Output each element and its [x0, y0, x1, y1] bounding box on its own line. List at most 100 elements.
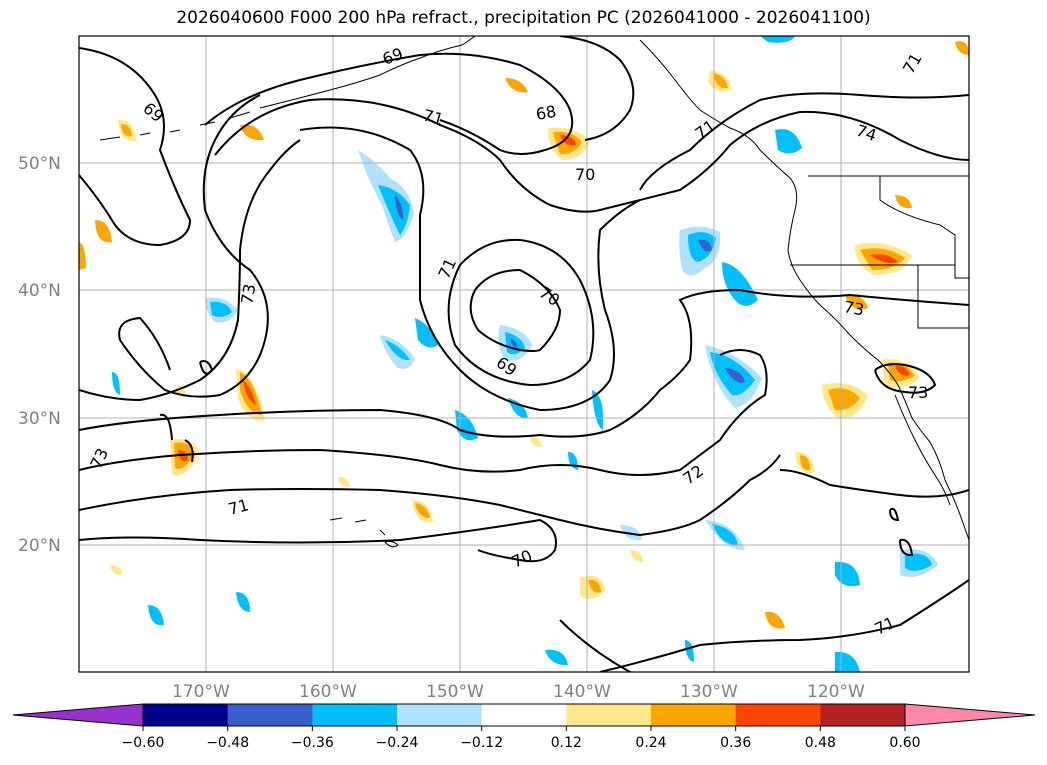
coastline-alaska — [259, 36, 476, 109]
precip-negative-area — [545, 649, 568, 666]
colorbar-tick-label: −0.48 — [206, 735, 249, 751]
colorbar-tick-label: −0.60 — [122, 735, 165, 751]
contour-line — [79, 139, 301, 402]
contour-line — [447, 238, 595, 387]
contour-line — [79, 47, 192, 247]
colorbar-tick-label: 0.12 — [551, 735, 582, 751]
colorbar-extend-max — [904, 703, 1036, 727]
contour-label: 73 — [842, 297, 865, 319]
colorbar-segment — [566, 704, 652, 726]
precip-negative-area — [725, 368, 745, 383]
precip-positive-area — [895, 195, 912, 209]
contour-line — [79, 518, 557, 563]
precip-negative-area — [236, 592, 250, 612]
colorbar-segment — [312, 704, 398, 726]
lon-label: 130°W — [680, 682, 738, 702]
colorbar-tick-label: 0.36 — [720, 735, 751, 751]
precip-negative-area — [620, 525, 642, 541]
contour-label: 73 — [237, 282, 259, 305]
precip-positive-area — [95, 220, 112, 243]
precip-negative-area — [148, 605, 164, 626]
precip-positive-area — [765, 611, 785, 629]
coastline-islands — [329, 517, 399, 548]
colorbar-segment — [651, 704, 737, 726]
contour-line — [79, 454, 781, 537]
contour-line — [204, 52, 574, 155]
contour-line — [159, 413, 194, 463]
lat-label: 20°N — [18, 536, 61, 556]
precip-negative-area — [698, 239, 712, 252]
lat-label: 30°N — [18, 409, 61, 429]
lat-label: 50°N — [18, 154, 61, 174]
contour-line — [874, 363, 937, 394]
contour-line — [299, 126, 641, 412]
contour-line — [118, 94, 269, 398]
contour-label: 70 — [575, 165, 595, 184]
precip-negative-area — [385, 340, 410, 361]
contour-line — [559, 36, 635, 141]
precip-positive-area — [415, 503, 430, 518]
precip-negative-area — [685, 640, 694, 662]
colorbar: −0.60 −0.48 −0.36 −0.24 −0.12 0.12 0.24 0.36 0.4… — [12, 703, 1036, 751]
precip-negative-area — [510, 338, 518, 348]
precip-negative-area — [378, 185, 410, 235]
lon-label: 150°W — [426, 682, 484, 702]
longitude-labels: 170°W 160°W 150°W 140°W 130°W 120°W — [172, 682, 865, 702]
colorbar-segment — [227, 704, 313, 726]
precip-positive-area — [505, 78, 528, 93]
colorbar-tick-label: 0.48 — [805, 735, 836, 751]
precip-positive-area — [845, 294, 868, 310]
precip-positive-area — [530, 437, 542, 448]
precip-positive-area — [630, 550, 643, 562]
lat-label: 40°N — [18, 281, 61, 301]
contour-label: 71 — [226, 495, 251, 519]
lon-label: 120°W — [807, 682, 865, 702]
contour-line — [199, 360, 214, 375]
colorbar-segment — [481, 704, 567, 726]
lon-label: 160°W — [299, 682, 357, 702]
colorbar-tick-label: −0.24 — [376, 735, 419, 751]
colorbar-segment — [735, 704, 821, 726]
precip-positive-area — [800, 455, 810, 471]
refractivity-contours — [79, 36, 969, 672]
colorbar-segment — [820, 704, 906, 726]
precip-positive-area — [828, 388, 860, 411]
coastline-aleutians — [99, 111, 251, 141]
precip-positive-area — [79, 242, 86, 270]
contour-line — [469, 268, 562, 352]
precip-negative-area — [712, 524, 738, 546]
colorbar-segment — [397, 704, 483, 726]
map-frame — [78, 35, 970, 673]
precip-negative-area — [112, 372, 120, 395]
precip-positive-area — [870, 254, 898, 264]
precip-negative-area — [415, 318, 438, 348]
colorbar-segment — [143, 704, 229, 726]
precip-positive-area — [240, 124, 264, 141]
contour-line — [899, 538, 914, 557]
contour-label: 71 — [421, 106, 446, 130]
state-borders — [790, 175, 969, 329]
precip-negative-area — [722, 262, 758, 306]
lon-label: 170°W — [172, 682, 230, 702]
contour-line — [79, 349, 768, 476]
precip-positive-area — [713, 73, 728, 89]
precip-negative-area — [210, 301, 232, 317]
precip-positive-area — [588, 579, 601, 593]
precip-positive-area — [895, 365, 910, 376]
precip-positive-area — [560, 135, 576, 146]
precip-positive-area — [955, 41, 969, 55]
contour-line — [779, 469, 969, 498]
precip-positive-area — [243, 380, 256, 405]
contour-line — [889, 507, 900, 522]
latitude-labels: 50°N 40°N 30°N 20°N — [18, 154, 61, 556]
map-gridlines — [79, 36, 969, 672]
colorbar-outline — [142, 703, 906, 727]
precip-negative-area — [395, 195, 404, 220]
colorbar-tick-label: 0.60 — [889, 735, 920, 751]
precip-negative-area — [760, 36, 795, 43]
precip-negative-area — [592, 390, 604, 430]
map-plot-area: 69 69 68 70 71 71 74 71 73 70 69 71 73 7… — [79, 36, 969, 672]
precip-positive-area — [121, 124, 132, 137]
contour-line — [79, 288, 969, 438]
precip-negative-area — [905, 553, 932, 571]
